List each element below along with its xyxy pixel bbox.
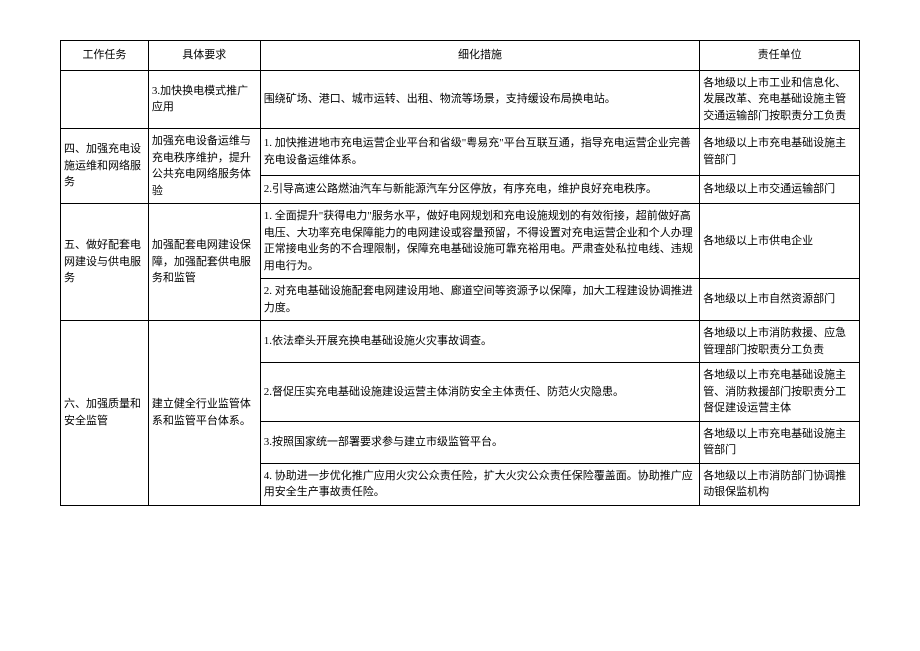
cell-requirement: 3.加快换电模式推广应用: [148, 70, 260, 129]
cell-measure: 1. 加快推进地市充电运营企业平台和省级"粤易充"平台互联互通，指导充电运营企业…: [260, 129, 699, 176]
cell-unit: 各地级以上市充电基础设施主管部门: [700, 421, 860, 463]
header-requirement: 具体要求: [148, 41, 260, 71]
cell-measure: 2. 对充电基础设施配套电网建设用地、廊道空间等资源予以保障，加大工程建设协调推…: [260, 279, 699, 321]
cell-measure: 4. 协助进一步优化推广应用火灾公众责任险，扩大火灾公众责任保险覆盖面。协助推广…: [260, 463, 699, 505]
table-row: 3.加快换电模式推广应用 围绕矿场、港口、城市运转、出租、物流等场景，支持缓设布…: [61, 70, 860, 129]
header-unit: 责任单位: [700, 41, 860, 71]
header-row: 工作任务 具体要求 细化措施 责任单位: [61, 41, 860, 71]
cell-unit: 各地级以上市工业和信息化、发展改革、充电基础设施主管交通运输部门按职责分工负责: [700, 70, 860, 129]
table-row: 五、做好配套电网建设与供电服务 加强配套电网建设保障，加强配套供电服务和监管 1…: [61, 204, 860, 279]
policy-table: 工作任务 具体要求 细化措施 责任单位 3.加快换电模式推广应用 围绕矿场、港口…: [60, 40, 860, 506]
cell-measure: 1. 全面提升"获得电力"服务水平，做好电网规划和充电设施规划的有效衔接，超前做…: [260, 204, 699, 279]
cell-unit: 各地级以上市充电基础设施主管、消防救援部门按职责分工督促建设运营主体: [700, 363, 860, 422]
cell-requirement: 加强充电设备运维与充电秩序维护，提升公共充电网络服务体验: [148, 129, 260, 204]
cell-unit: 各地级以上市交通运输部门: [700, 175, 860, 203]
cell-measure: 围绕矿场、港口、城市运转、出租、物流等场景，支持缓设布局换电站。: [260, 70, 699, 129]
cell-unit: 各地级以上市充电基础设施主管部门: [700, 129, 860, 176]
cell-unit: 各地级以上市消防救援、应急管理部门按职责分工负责: [700, 321, 860, 363]
table-row: 六、加强质量和安全监管 建立健全行业监管体系和监管平台体系。 1.依法牵头开展充…: [61, 321, 860, 363]
cell-task: 六、加强质量和安全监管: [61, 321, 149, 506]
table-row: 四、加强充电设施运维和网络服务 加强充电设备运维与充电秩序维护，提升公共充电网络…: [61, 129, 860, 176]
cell-measure: 2.督促压实充电基础设施建设运营主体消防安全主体责任、防范火灾隐患。: [260, 363, 699, 422]
cell-measure: 1.依法牵头开展充换电基础设施火灾事故调查。: [260, 321, 699, 363]
cell-unit: 各地级以上市供电企业: [700, 204, 860, 279]
cell-task: 五、做好配套电网建设与供电服务: [61, 204, 149, 321]
cell-task: [61, 70, 149, 129]
cell-unit: 各地级以上市消防部门协调推动银保监机构: [700, 463, 860, 505]
cell-measure: 3.按照国家统一部署要求参与建立市级监管平台。: [260, 421, 699, 463]
cell-unit: 各地级以上市自然资源部门: [700, 279, 860, 321]
header-measure: 细化措施: [260, 41, 699, 71]
cell-task: 四、加强充电设施运维和网络服务: [61, 129, 149, 204]
cell-requirement: 建立健全行业监管体系和监管平台体系。: [148, 321, 260, 506]
header-task: 工作任务: [61, 41, 149, 71]
cell-measure: 2.引导高速公路燃油汽车与新能源汽车分区停放，有序充电，维护良好充电秩序。: [260, 175, 699, 203]
cell-requirement: 加强配套电网建设保障，加强配套供电服务和监管: [148, 204, 260, 321]
